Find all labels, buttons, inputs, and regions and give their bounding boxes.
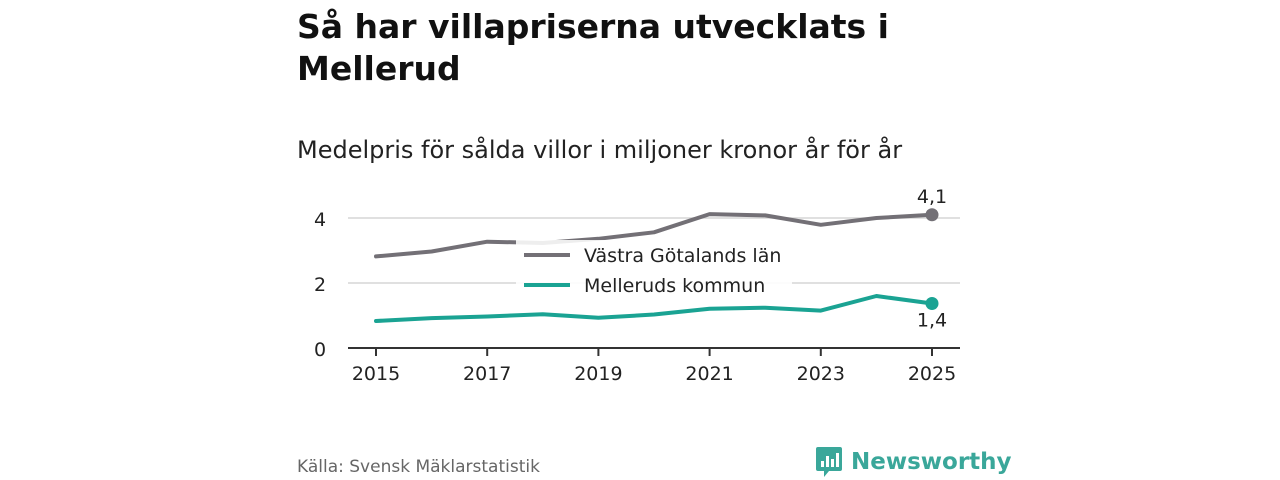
x-axis: 2015 2017 2019 2021 2023 2025: [348, 347, 960, 385]
brand-logo: Newsworthy: [815, 446, 1012, 478]
x-tick-label: 2017: [463, 363, 511, 385]
legend-box: [516, 240, 792, 298]
chart-subtitle: Medelpris för sålda villor i miljoner kr…: [297, 136, 903, 164]
series-lines: [374, 212, 934, 323]
legend-label: Melleruds kommun: [584, 275, 765, 297]
end-value-label: 1,4: [917, 309, 947, 331]
end-marker: [925, 208, 939, 222]
y-tick-label: 0: [314, 339, 326, 361]
x-tick-label: 2021: [685, 363, 733, 385]
source-note: Källa: Svensk Mäklarstatistik: [297, 457, 540, 477]
x-tick-label: 2025: [908, 363, 956, 385]
chart-title: Så har villapriserna utvecklats i Meller…: [297, 7, 889, 88]
brand-name: Newsworthy: [851, 449, 1012, 475]
end-marker: [925, 296, 939, 310]
series-line-1: [374, 212, 934, 259]
end-value-label: 4,1: [917, 186, 947, 208]
x-tick-label: 2019: [574, 363, 622, 385]
y-tick-label: 4: [314, 209, 326, 231]
x-tick-label: 2023: [797, 363, 845, 385]
newsworthy-logo-icon: [816, 447, 842, 477]
x-tick-label: 2015: [352, 363, 400, 385]
y-axis-ticks: 0 2 4: [314, 209, 326, 361]
legend-label: Västra Götalands län: [584, 245, 781, 267]
y-tick-label: 2: [314, 274, 326, 296]
series-line-2: [374, 294, 934, 323]
legend: Västra Götalands län Melleruds kommun: [516, 240, 792, 298]
end-markers: 4,1 1,4: [917, 186, 947, 332]
